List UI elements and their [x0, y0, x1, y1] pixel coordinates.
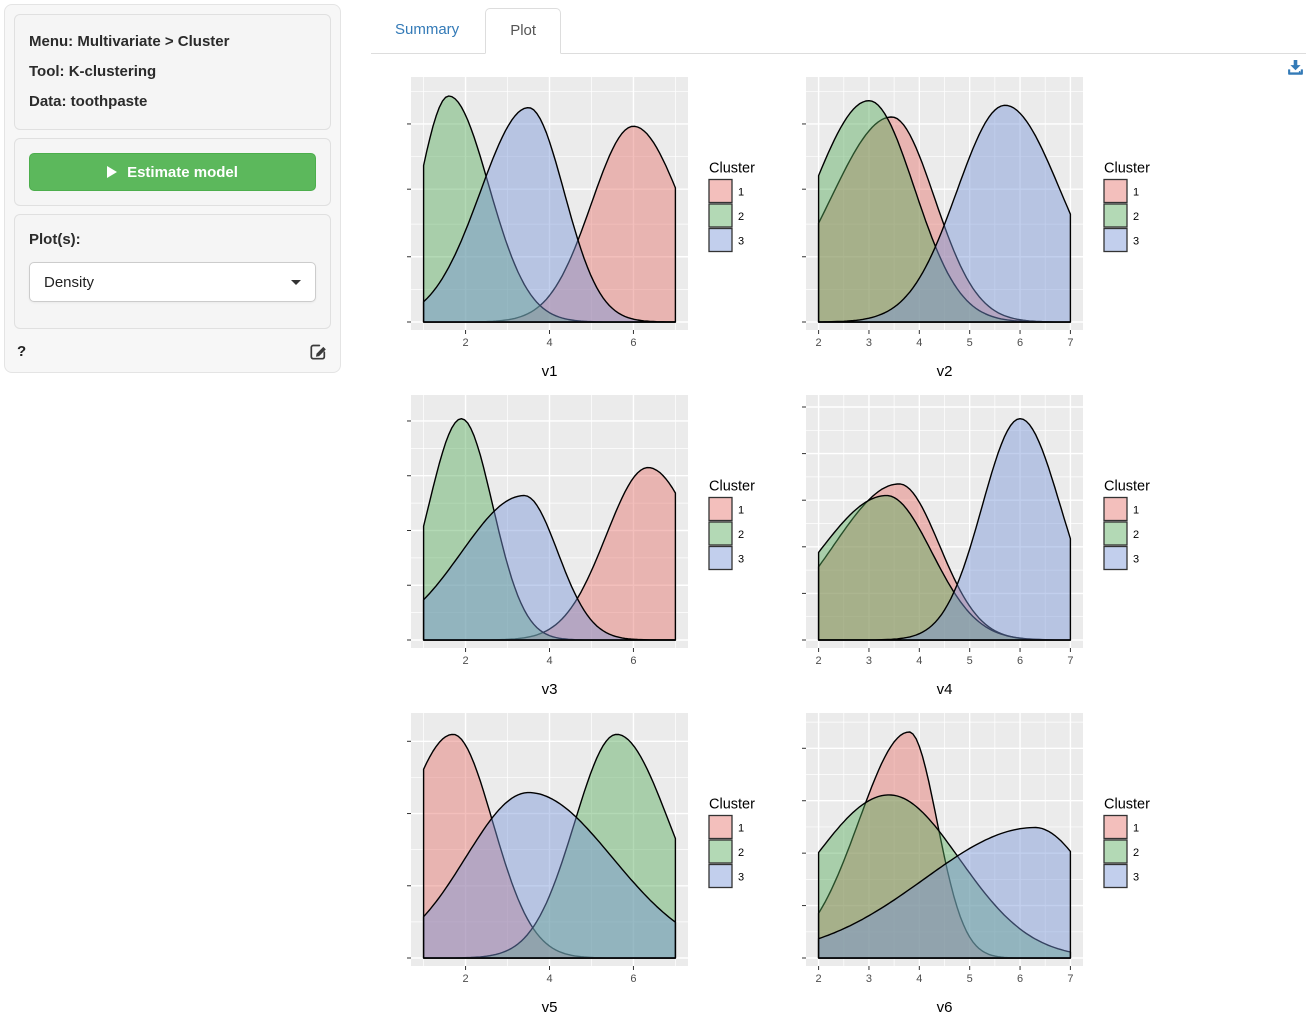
density-plot-v1: 2 4 6 Cluster 1 2 3 v1 — [405, 75, 780, 383]
svg-text:v6: v6 — [937, 999, 953, 1016]
svg-text:6: 6 — [1017, 337, 1023, 349]
svg-text:2: 2 — [738, 211, 744, 223]
svg-text:2: 2 — [1133, 529, 1139, 541]
svg-text:3: 3 — [866, 973, 872, 985]
svg-text:3: 3 — [1133, 236, 1139, 248]
svg-text:5: 5 — [967, 337, 973, 349]
svg-text:3: 3 — [738, 872, 744, 884]
svg-text:4: 4 — [916, 973, 922, 985]
svg-text:Cluster: Cluster — [709, 797, 755, 813]
svg-text:1: 1 — [1133, 505, 1139, 517]
density-plots-grid: 2 4 6 Cluster 1 2 3 v1 2 3 4 5 6 7 Cluster 1 2 3 v2 2 4 6 Cl… — [405, 75, 1306, 1019]
svg-text:3: 3 — [738, 236, 744, 248]
svg-text:2: 2 — [462, 337, 468, 349]
play-icon — [107, 166, 118, 178]
svg-text:1: 1 — [738, 187, 744, 199]
data-info: Data: toothpaste — [29, 93, 148, 110]
estimate-panel: Estimate model — [14, 138, 331, 206]
svg-text:2: 2 — [738, 847, 744, 859]
tab-bar: Summary Plot — [371, 0, 1306, 54]
edit-report-icon[interactable] — [309, 342, 328, 361]
svg-text:1: 1 — [1133, 187, 1139, 199]
svg-text:7: 7 — [1067, 973, 1073, 985]
plot-type-select[interactable]: Density — [29, 262, 316, 302]
svg-text:7: 7 — [1067, 337, 1073, 349]
svg-text:Cluster: Cluster — [709, 479, 755, 495]
svg-text:1: 1 — [738, 823, 744, 835]
svg-text:4: 4 — [546, 337, 552, 349]
svg-text:3: 3 — [1133, 872, 1139, 884]
caret-down-icon — [291, 279, 301, 285]
main-content: Summary Plot 2 4 6 Cluster 1 2 3 v1 2 3 4 5 6 7 Clust… — [341, 0, 1312, 1019]
svg-text:3: 3 — [738, 554, 744, 566]
plots-label: Plot(s): — [29, 231, 81, 248]
svg-text:3: 3 — [866, 655, 872, 667]
model-info-panel: Menu: Multivariate > Cluster Tool: K-clu… — [14, 14, 331, 130]
svg-text:6: 6 — [630, 337, 636, 349]
svg-text:6: 6 — [630, 655, 636, 667]
svg-text:6: 6 — [1017, 655, 1023, 667]
svg-text:2: 2 — [816, 973, 822, 985]
svg-text:1: 1 — [738, 505, 744, 517]
help-button[interactable]: ? — [17, 343, 27, 360]
plot-type-value: Density — [44, 273, 95, 291]
sidebar: Menu: Multivariate > Cluster Tool: K-clu… — [4, 4, 341, 373]
svg-text:6: 6 — [1017, 973, 1023, 985]
svg-text:v2: v2 — [937, 363, 953, 380]
svg-text:2: 2 — [816, 655, 822, 667]
svg-text:7: 7 — [1067, 655, 1073, 667]
tab-summary[interactable]: Summary — [395, 21, 460, 38]
density-plot-v3: 2 4 6 Cluster 1 2 3 v3 — [405, 393, 780, 701]
estimate-model-button[interactable]: Estimate model — [29, 153, 316, 191]
svg-text:v4: v4 — [937, 681, 953, 698]
svg-text:2: 2 — [1133, 211, 1139, 223]
svg-text:3: 3 — [1133, 554, 1139, 566]
svg-text:5: 5 — [967, 973, 973, 985]
density-plot-v6: 2 3 4 5 6 7 Cluster 1 2 3 v6 — [800, 711, 1175, 1019]
svg-text:Cluster: Cluster — [1104, 797, 1150, 813]
svg-text:Cluster: Cluster — [1104, 479, 1150, 495]
svg-text:6: 6 — [630, 973, 636, 985]
tool-info: Tool: K-clustering — [29, 63, 157, 80]
svg-text:Cluster: Cluster — [1104, 161, 1150, 177]
density-plot-v2: 2 3 4 5 6 7 Cluster 1 2 3 v2 — [800, 75, 1175, 383]
svg-text:4: 4 — [546, 973, 552, 985]
svg-text:1: 1 — [1133, 823, 1139, 835]
svg-text:Cluster: Cluster — [709, 161, 755, 177]
menu-info: Menu: Multivariate > Cluster — [29, 33, 230, 50]
svg-text:v5: v5 — [542, 999, 558, 1016]
plot-options-panel: Plot(s): Density — [14, 214, 331, 329]
svg-text:v1: v1 — [542, 363, 558, 380]
tab-plot[interactable]: Plot — [485, 8, 562, 54]
svg-text:3: 3 — [866, 337, 872, 349]
svg-text:4: 4 — [916, 655, 922, 667]
svg-text:2: 2 — [1133, 847, 1139, 859]
svg-text:4: 4 — [546, 655, 552, 667]
sidebar-footer: ? — [14, 337, 331, 363]
svg-text:4: 4 — [916, 337, 922, 349]
density-plot-v4: 2 3 4 5 6 7 Cluster 1 2 3 v4 — [800, 393, 1175, 701]
svg-text:5: 5 — [967, 655, 973, 667]
svg-text:2: 2 — [462, 655, 468, 667]
svg-text:v3: v3 — [542, 681, 558, 698]
svg-text:2: 2 — [462, 973, 468, 985]
svg-text:2: 2 — [738, 529, 744, 541]
svg-text:2: 2 — [816, 337, 822, 349]
download-icon[interactable] — [1287, 59, 1304, 76]
estimate-model-label: Estimate model — [127, 163, 238, 181]
density-plot-v5: 2 4 6 Cluster 1 2 3 v5 — [405, 711, 780, 1019]
